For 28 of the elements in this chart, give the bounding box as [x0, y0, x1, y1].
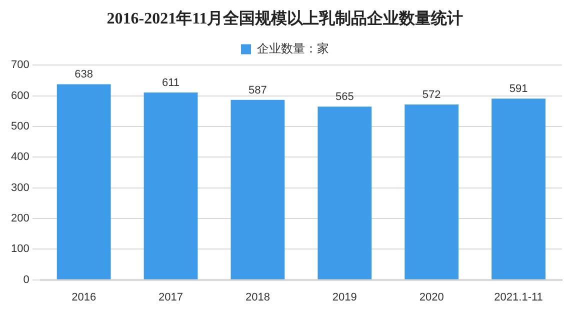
data-label: 638: [74, 68, 94, 81]
y-tick-label: 600: [10, 90, 30, 102]
bar: [492, 98, 546, 280]
y-tick-label: 700: [10, 59, 30, 72]
y-tick-label: 400: [10, 151, 30, 164]
data-label: 572: [422, 88, 441, 101]
bar: [144, 92, 198, 280]
y-tick-label: 200: [10, 212, 30, 225]
x-tick-label: 2018: [245, 291, 270, 304]
bar: [230, 100, 285, 280]
x-tick-label: 2020: [419, 291, 444, 304]
chart-title: 2016-2021年11月全国规模以上乳制品企业数量统计: [106, 10, 464, 28]
x-tick-label: 2017: [158, 291, 184, 304]
data-label: 587: [248, 84, 267, 96]
bar: [318, 106, 372, 280]
data-label: 591: [509, 83, 528, 96]
y-tick-label: 100: [10, 243, 30, 256]
legend-label: 企业数量：家: [257, 42, 329, 56]
x-tick-label: 2021.1-11: [494, 291, 543, 304]
y-tick-label: 300: [10, 182, 30, 194]
bar: [56, 84, 111, 280]
x-tick-label: 2019: [332, 291, 357, 304]
x-tick-label: 2016: [72, 291, 96, 304]
data-label: 611: [162, 77, 180, 90]
bar: [404, 104, 459, 280]
data-label: 565: [335, 91, 354, 104]
y-tick-label: 500: [10, 120, 30, 133]
y-tick-label: 0: [23, 274, 30, 286]
